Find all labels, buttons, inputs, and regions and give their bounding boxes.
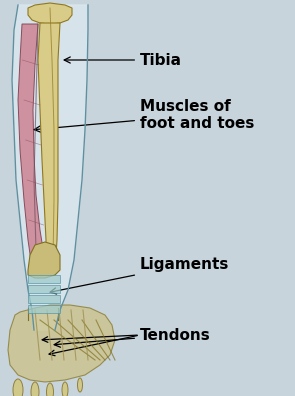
Ellipse shape: [47, 383, 53, 396]
Text: Muscles of
foot and toes: Muscles of foot and toes: [34, 99, 254, 132]
Polygon shape: [8, 305, 115, 382]
Text: Tendons: Tendons: [54, 327, 211, 347]
Polygon shape: [28, 242, 60, 278]
Text: Tibia: Tibia: [64, 53, 182, 67]
Ellipse shape: [31, 382, 39, 396]
Polygon shape: [28, 305, 60, 313]
Polygon shape: [28, 3, 72, 24]
Polygon shape: [38, 23, 60, 270]
Ellipse shape: [78, 378, 83, 392]
Polygon shape: [28, 285, 60, 293]
Ellipse shape: [13, 379, 23, 396]
Polygon shape: [18, 24, 46, 278]
Polygon shape: [28, 295, 60, 303]
Polygon shape: [28, 275, 60, 283]
Polygon shape: [12, 5, 88, 330]
Text: Ligaments: Ligaments: [50, 257, 230, 294]
Ellipse shape: [62, 382, 68, 396]
